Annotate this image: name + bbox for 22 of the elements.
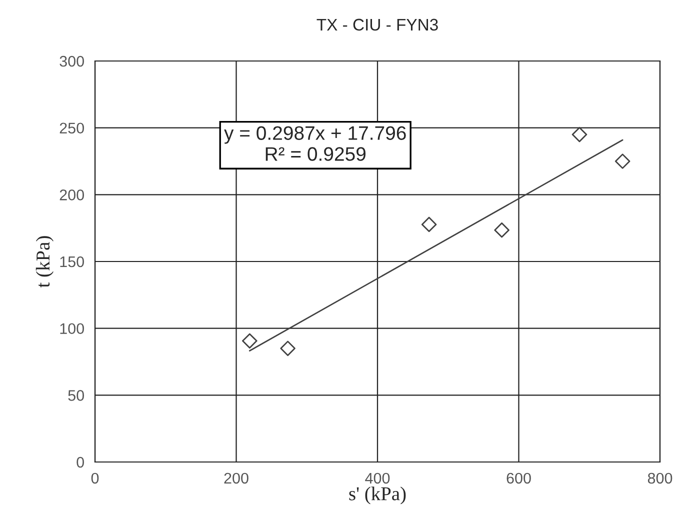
- x-tick-label: 400: [365, 472, 390, 484]
- point: [572, 126, 588, 142]
- y-tick-label: 250: [60, 122, 84, 134]
- y-tick-label: 100: [60, 323, 84, 334]
- x-axis-title: s' (kPa): [349, 486, 406, 504]
- x-tick-label: 600: [506, 472, 531, 484]
- y-tick-label: 300: [60, 56, 84, 67]
- y-tick-label: 200: [60, 190, 84, 200]
- annotation: y = 0.2987x + 17.796 R² = 0.9259: [224, 126, 406, 161]
- point: [280, 340, 296, 356]
- x-tick-label: 0: [91, 472, 99, 484]
- y-tick-label: 0: [76, 456, 84, 468]
- point: [242, 333, 258, 349]
- y-tick-label: 150: [60, 256, 84, 268]
- x-tick-label: 200: [224, 472, 248, 484]
- chart-title: TX - CIU - FYN3: [316, 18, 438, 31]
- point: [421, 216, 437, 232]
- point: [614, 154, 630, 169]
- y-axis-title: t (kPa): [36, 236, 54, 288]
- y-tick-label: 50: [68, 390, 84, 401]
- x-tick-label: 800: [648, 472, 672, 484]
- point: [494, 222, 510, 238]
